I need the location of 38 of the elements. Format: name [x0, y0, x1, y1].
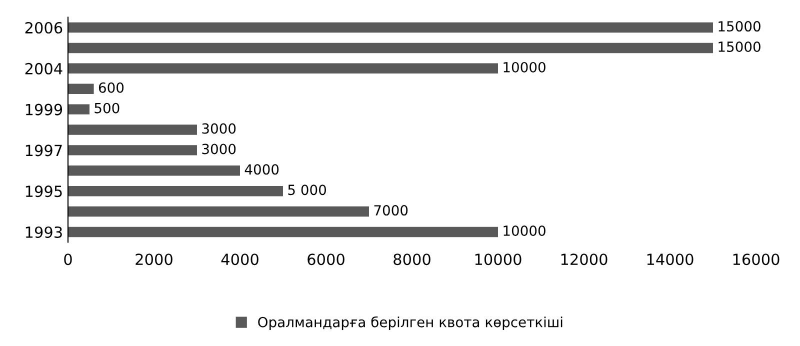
data-label: 3000	[202, 144, 236, 154]
x-tick-label: 10000	[475, 254, 522, 266]
data-label: 15000	[718, 41, 760, 52]
bar	[68, 124, 197, 135]
y-tick-label: 2006	[25, 22, 62, 34]
data-label: 10000	[504, 62, 546, 72]
data-label: 15000	[718, 21, 760, 32]
bar	[68, 145, 197, 156]
x-tick-label: 8000	[394, 254, 430, 266]
bar	[68, 104, 90, 114]
bar	[68, 186, 283, 196]
data-label: 5 000	[288, 184, 326, 196]
data-label: 4000	[244, 164, 279, 175]
bar	[68, 206, 369, 217]
bar	[68, 42, 713, 54]
legend-label: Оралмандарға берілген квота көрсеткіші	[258, 316, 562, 330]
data-label: 3000	[202, 123, 236, 134]
y-tick-label: 2004	[25, 62, 62, 74]
x-tick-label: 2000	[136, 254, 172, 266]
data-label: 600	[98, 82, 124, 93]
data-label: 500	[94, 102, 120, 114]
x-tick-label: 4000	[221, 254, 258, 266]
bar	[68, 22, 713, 33]
x-tick-label: 14000	[647, 254, 694, 266]
x-tick-label: 12000	[561, 254, 608, 266]
y-tick-label: 1997	[26, 144, 62, 156]
x-tick-label: 16000	[733, 254, 780, 266]
y-tick-label: 1999	[26, 104, 62, 116]
bar	[68, 63, 498, 74]
x-tick-label: 6000	[308, 254, 344, 266]
y-tick-label: 1995	[26, 186, 62, 198]
bar	[68, 226, 498, 238]
x-tick-label: 0	[64, 254, 72, 266]
y-tick-label: 1993	[26, 226, 62, 238]
data-label: 10000	[504, 226, 546, 236]
bar	[68, 166, 240, 176]
data-label: 7000	[374, 205, 408, 216]
bar	[68, 84, 94, 94]
